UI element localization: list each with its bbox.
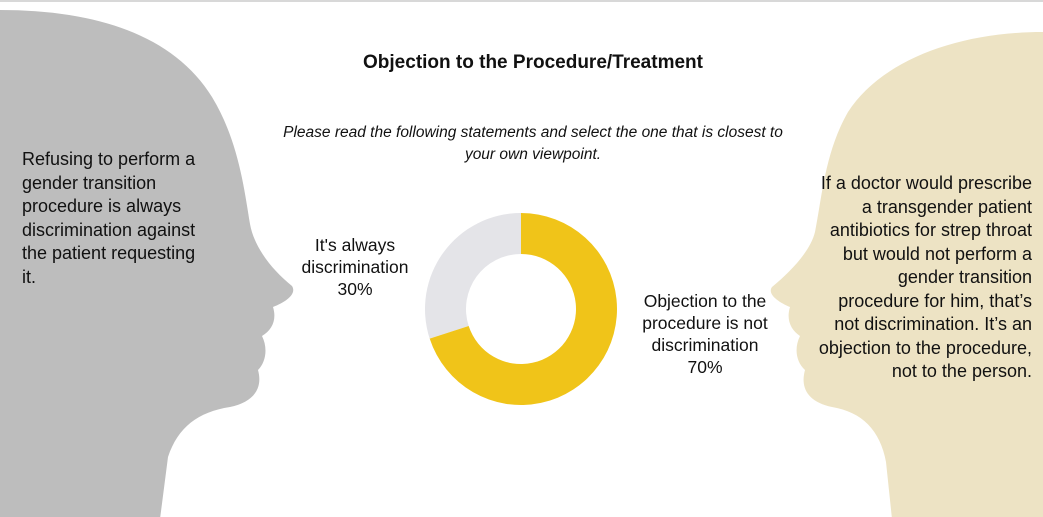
right-statement: If a doctor would prescribe a transgende…: [818, 172, 1032, 384]
infographic: Objection to the Procedure/Treatment Ple…: [0, 0, 1043, 517]
category-label: It's always discrimination: [285, 234, 425, 278]
slice-label: It's always discrimination 30%: [285, 234, 425, 300]
chart-subtitle: Please read the following statements and…: [283, 122, 783, 166]
chart-title: Objection to the Procedure/Treatment: [233, 52, 833, 74]
left-statement: Refusing to perform a gender transition …: [22, 148, 207, 289]
donut-slice: [425, 213, 521, 339]
value-label: 70%: [630, 356, 780, 378]
category-label: Objection to the procedure is not discri…: [630, 290, 780, 356]
slice-label: Objection to the procedure is not discri…: [630, 290, 780, 378]
value-label: 30%: [285, 278, 425, 300]
donut: [425, 213, 617, 405]
